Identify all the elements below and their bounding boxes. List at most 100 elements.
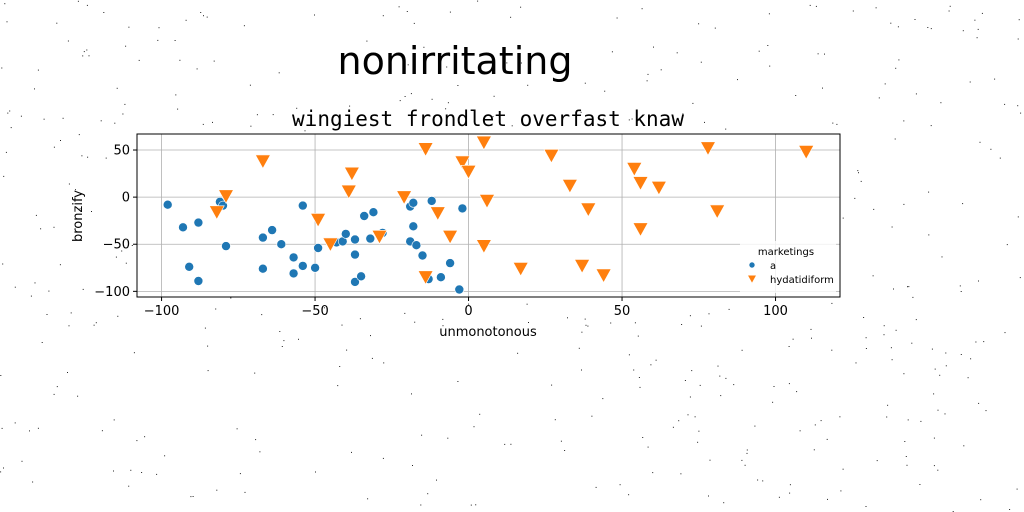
data-point-circle [184,261,194,272]
speck [709,459,711,461]
legend-label: a [770,261,776,272]
speck [81,155,83,157]
speck [68,325,70,327]
legend-items: a hydatidiform [746,261,834,286]
speck [43,118,45,120]
speck [792,338,794,340]
speck [634,322,636,324]
speck [3,467,4,469]
speck [898,59,900,61]
speck [809,4,811,6]
speck [587,325,589,327]
data-point-circle [310,262,320,273]
speck [906,464,908,466]
speck [839,416,841,418]
x-tick-label: 0 [464,304,472,319]
plot-background [137,134,840,297]
speck [87,156,89,158]
speck [591,415,593,417]
speck [272,114,274,116]
speck [912,296,914,298]
speck [689,396,691,398]
data-point-circle [350,234,360,245]
speck [930,28,932,30]
speck [283,340,285,342]
data-point-triangle [417,142,434,157]
speck [865,506,867,507]
speck [772,401,774,403]
speck [676,52,678,54]
legend: marketings a hydatidiform [740,241,836,293]
speck [832,122,834,124]
speck [875,7,877,9]
speck [239,473,241,475]
speck [370,335,371,337]
speck [893,288,894,290]
speck [564,450,566,451]
speck [62,117,64,119]
speck [704,121,705,123]
speck [207,370,209,372]
speck [855,362,857,364]
speck [945,365,947,367]
speck [1017,216,1019,218]
speck [77,395,79,397]
data-point-circle [276,239,287,249]
speck [897,26,899,28]
speck [914,19,916,20]
speck [949,5,951,7]
speck [789,492,791,494]
speck [733,384,735,386]
speck [1,67,3,69]
speck [136,440,138,442]
speck [826,438,828,440]
speck [860,180,862,182]
speck [67,40,69,42]
speck [831,302,833,304]
y-tick-label: −100 [94,285,130,300]
speck [510,16,512,18]
speck [930,125,932,127]
speck [903,203,905,205]
speck [907,419,909,421]
chart-suptitle: nonirritating [338,39,573,83]
data-point-circle [457,203,468,214]
speck [4,3,6,5]
speck [811,337,812,339]
speck [141,472,143,473]
speck [53,226,55,228]
data-point-circle [193,276,204,286]
speck [261,314,263,316]
speck [699,384,701,386]
speck [959,285,961,287]
speck [697,441,699,443]
speck [762,480,764,482]
speck [281,346,283,347]
speck [475,504,477,506]
speck [904,441,906,442]
data-point-circle [178,222,188,233]
speck [315,471,316,473]
speck [595,486,597,488]
speck [698,430,700,432]
data-point-triangle [217,189,235,204]
speck [341,324,343,326]
data-point-triangle [475,135,492,151]
speck [367,498,369,500]
speck [196,68,198,70]
speck [48,290,50,292]
speck [840,490,842,492]
x-axis-label: unmonotonous [439,325,537,340]
speck [974,19,976,21]
data-point-triangle [340,184,357,200]
speck [413,22,415,24]
speck [720,395,722,397]
data-point-triangle [460,165,477,180]
speck [21,460,23,462]
speck [927,27,929,28]
speck [737,79,738,81]
speck [994,78,996,80]
speck [212,121,213,123]
data-point-circle [436,272,446,283]
data-point-triangle [396,190,413,205]
